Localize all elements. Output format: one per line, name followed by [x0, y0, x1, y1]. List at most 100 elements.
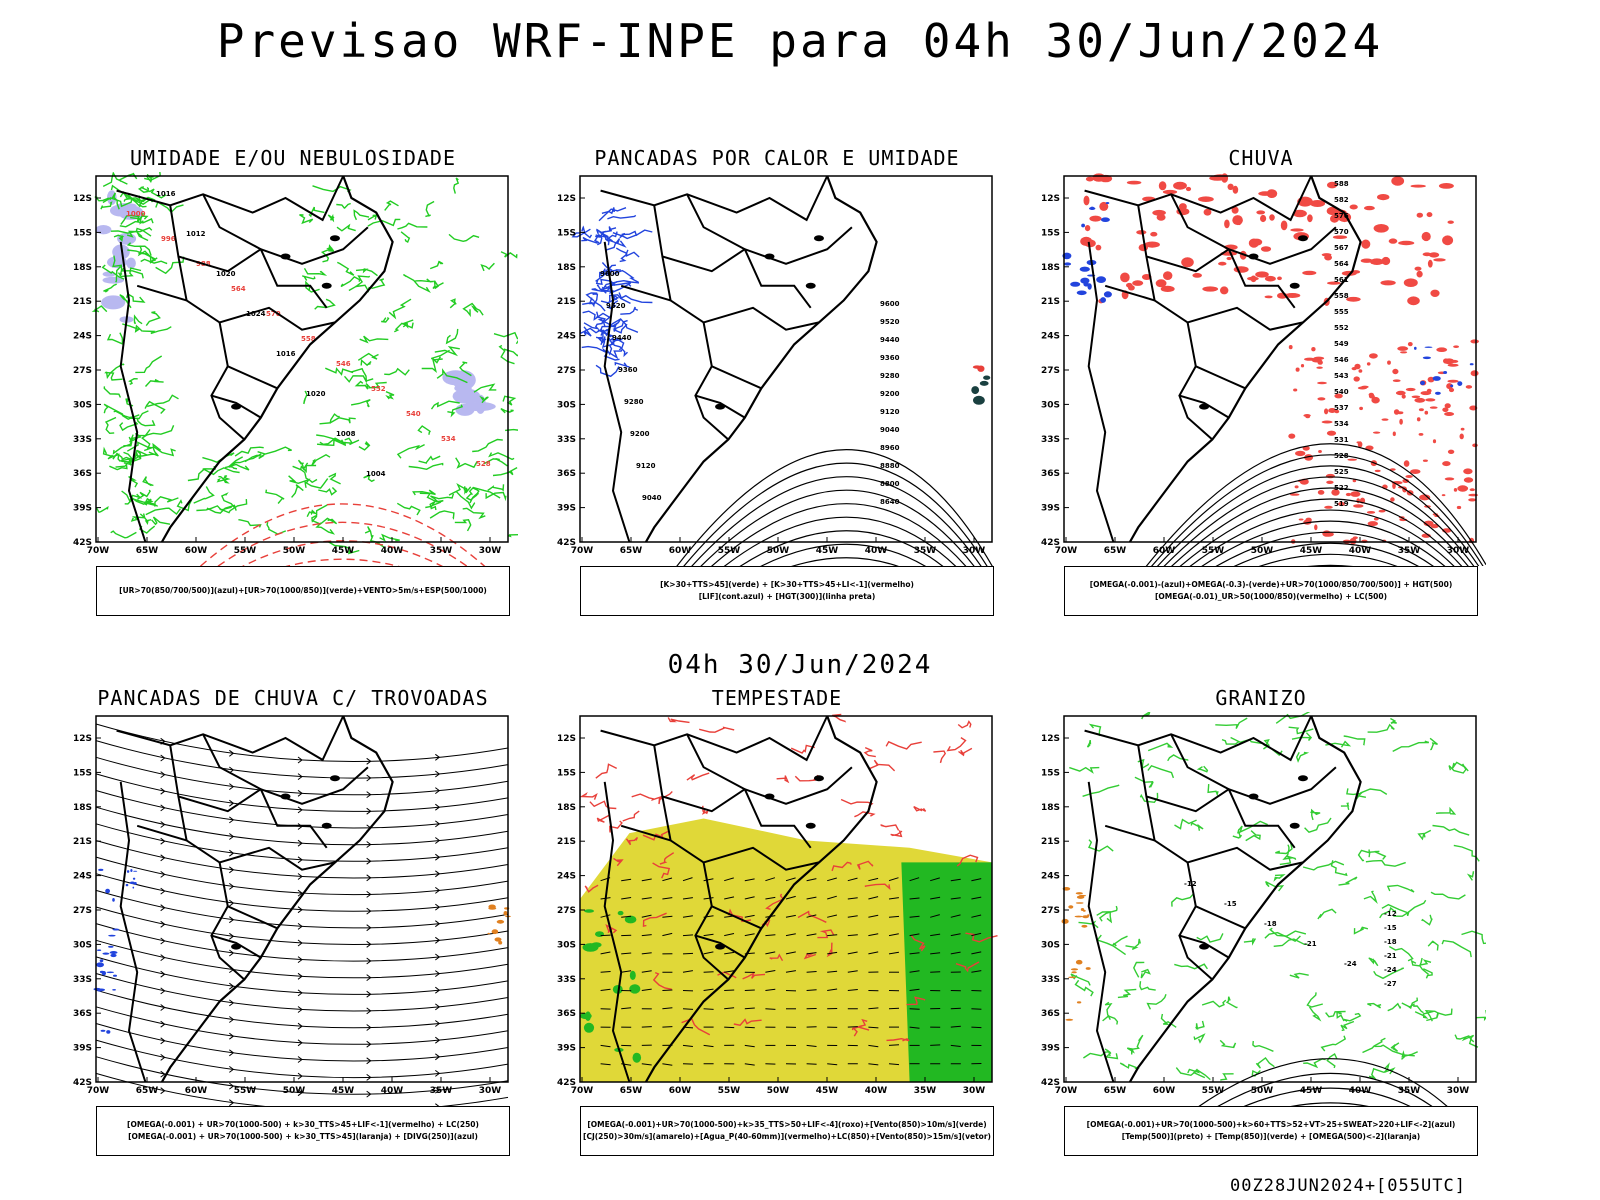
thickness-contour	[242, 540, 443, 566]
contour-label: 1008	[336, 430, 356, 438]
lon-label: 30W	[479, 546, 502, 556]
rain-area	[1470, 370, 1479, 377]
stream-arrow	[160, 887, 166, 895]
wind-vector	[641, 952, 652, 955]
precipitable-water-contour	[652, 862, 671, 879]
humidity-1000-contour	[128, 475, 139, 488]
rain-area	[1463, 468, 1473, 475]
rain-area	[1144, 241, 1160, 248]
precipitable-water-contour	[701, 805, 709, 815]
lat-label: 30S	[73, 940, 92, 950]
lat-label: 18S	[73, 263, 92, 273]
panel-legend: [OMEGA(-0.001)+UR>70(1000-500)+k>60+TTS>…	[1064, 1106, 1478, 1156]
rain-area	[1350, 491, 1361, 497]
lat-label: 36S	[557, 1009, 576, 1019]
stream-arrow	[366, 891, 372, 898]
contour-label: -27	[1384, 980, 1397, 988]
humidity-1000-contour	[120, 214, 140, 225]
lake	[231, 943, 242, 950]
legend-line: [LIF](cont.azul) + [HGT(300)](linha pret…	[698, 592, 876, 601]
stream-arrow	[366, 974, 372, 981]
temp850-contour	[1098, 905, 1118, 922]
omega-area	[1096, 276, 1106, 283]
lif-contour	[611, 341, 628, 358]
lat-label: 12S	[1041, 734, 1060, 744]
contour-label: 9440	[612, 334, 632, 342]
rain-area	[1447, 449, 1455, 454]
humidity-1000-contour	[436, 368, 468, 384]
humidity-1000-contour	[145, 507, 181, 516]
precipitable-water-contour	[642, 830, 670, 841]
hgt500-contour	[1179, 498, 1463, 566]
rain-area	[1390, 497, 1395, 502]
hgt300-contour	[683, 462, 988, 566]
temp850-contour	[1374, 1044, 1415, 1057]
rain-area	[1453, 345, 1459, 348]
rain-area	[1373, 224, 1389, 233]
rain-area	[1381, 256, 1391, 266]
border-line	[211, 934, 262, 959]
temp850-contour	[1104, 1049, 1119, 1060]
temp500-contour	[1244, 1087, 1411, 1106]
rain-area	[1395, 390, 1406, 396]
stream-arrow	[435, 903, 441, 911]
stream-arrow	[229, 816, 235, 824]
lake	[321, 282, 332, 289]
thickness-contour	[199, 503, 486, 566]
omega-area	[1081, 223, 1085, 228]
stream-arrow	[229, 799, 235, 807]
temp850-contour	[1295, 751, 1310, 763]
humidity-1000-contour	[119, 421, 139, 432]
humidity-1000-contour	[415, 278, 434, 283]
lat-label: 33S	[73, 975, 92, 985]
rain-area	[1080, 236, 1093, 246]
lon-label: 65W	[620, 1086, 643, 1096]
wind-vector	[682, 877, 693, 882]
omega500-area	[1061, 918, 1069, 924]
temp850-contour	[1302, 860, 1345, 871]
precipitable-water-contour	[742, 971, 766, 980]
humidity-1000-contour	[206, 504, 237, 514]
humidity-1000-contour	[112, 255, 125, 272]
contour-label: -21	[1304, 940, 1317, 948]
rain-area	[1298, 518, 1304, 521]
humidity-1000-contour	[95, 506, 109, 513]
stream-arrow	[435, 820, 441, 828]
lon-label: 65W	[136, 1086, 159, 1096]
precipitable-water-contour	[584, 884, 599, 893]
divergence-area	[106, 971, 115, 974]
stream-arrow	[435, 1003, 441, 1011]
humidity-1000-contour	[485, 491, 507, 502]
rain-area	[1288, 345, 1293, 350]
rain-area	[1424, 410, 1429, 415]
lake	[1297, 235, 1308, 242]
humidity-1000-contour	[453, 177, 460, 194]
wind-vector	[641, 1063, 652, 1066]
humidity-1000-contour	[108, 453, 131, 465]
thunderstorm-area	[503, 911, 508, 916]
lat-label: 15S	[557, 768, 576, 778]
rain-area	[1372, 431, 1381, 434]
rain-area	[1416, 270, 1423, 278]
map-rain: 588 582 576 570 567 564 561 558 555 552 549 546 543 5…	[1041, 173, 1486, 566]
humidity-1000-contour	[193, 486, 215, 504]
wind-vector	[806, 1063, 817, 1065]
humidity-1000-contour	[429, 510, 455, 520]
wind-vector	[662, 932, 673, 937]
wind-vector	[909, 952, 920, 955]
humidity-1000-contour	[479, 395, 489, 404]
lon-label: 60W	[669, 1086, 692, 1096]
lat-label: 39S	[1041, 1044, 1060, 1054]
contour-label: 996	[161, 235, 176, 243]
map-background	[1064, 716, 1476, 1082]
lat-label: 30S	[1041, 940, 1060, 950]
divergence-area	[112, 989, 116, 991]
wind-vector	[888, 897, 899, 900]
lat-label: 33S	[557, 975, 576, 985]
rain-area	[1260, 246, 1272, 252]
humidity-1000-contour	[365, 381, 387, 389]
stream-arrow	[160, 787, 166, 795]
temp850-contour	[1429, 737, 1438, 751]
wind-vector	[765, 896, 776, 900]
